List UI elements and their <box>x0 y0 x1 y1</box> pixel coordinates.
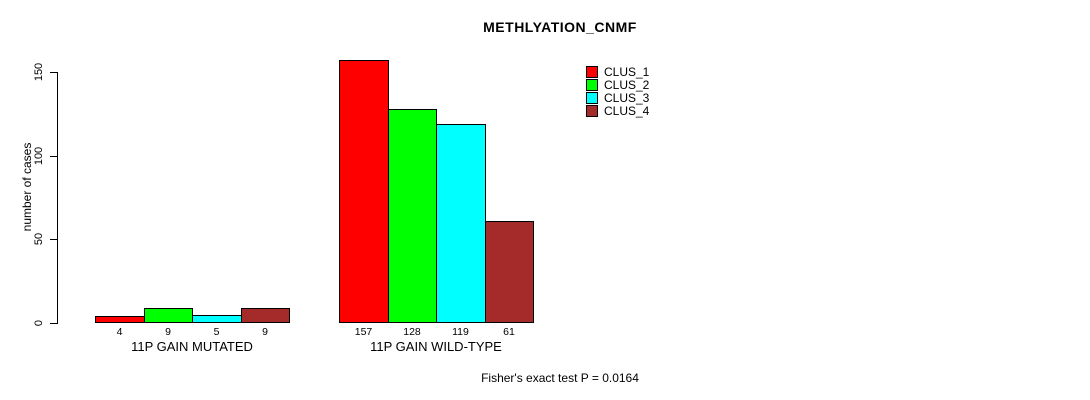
x-category-label: 11P GAIN MUTATED <box>131 339 253 354</box>
bar-clus_4 <box>485 221 534 323</box>
legend-swatch <box>586 78 598 91</box>
bar-value-label: 128 <box>403 326 421 338</box>
y-tick-mark <box>50 322 57 324</box>
x-category-label: 11P GAIN WILD-TYPE <box>370 339 502 354</box>
legend-entry: CLUS_3 <box>586 90 650 105</box>
bar-value-label: 9 <box>262 326 268 338</box>
y-tick-mark <box>50 155 57 157</box>
y-axis-line <box>57 72 58 324</box>
bar-value-label: 4 <box>116 326 123 338</box>
y-tick-label: 100 <box>33 146 45 166</box>
bar-value-label: 9 <box>165 326 171 338</box>
y-tick-mark <box>50 238 57 240</box>
legend-label: CLUS_2 <box>604 77 650 92</box>
fisher-test-annotation: Fisher's exact test P = 0.0164 <box>481 371 639 385</box>
bar-clus_1 <box>95 316 145 323</box>
legend-label: CLUS_4 <box>604 103 650 118</box>
bar-clus_4 <box>241 308 290 323</box>
legend-swatch <box>586 104 598 117</box>
bar-value-label: 5 <box>213 326 220 338</box>
chart-title: METHLYATION_CNMF <box>483 19 637 35</box>
legend-swatch <box>586 91 598 104</box>
bar-clus_2 <box>144 308 193 323</box>
bar-value-label: 61 <box>503 326 515 338</box>
legend-label: CLUS_3 <box>604 90 650 105</box>
legend-entry: CLUS_2 <box>586 77 650 92</box>
y-axis-label: number of cases <box>20 142 34 232</box>
legend-swatch <box>586 65 598 78</box>
bar-value-label: 119 <box>452 326 469 338</box>
bar-clus_1 <box>339 60 389 323</box>
legend-entry: CLUS_1 <box>586 64 650 79</box>
legend: CLUS_1 CLUS_2 CLUS_3 CLUS_4 <box>586 64 650 118</box>
y-tick-label: 150 <box>33 62 45 82</box>
y-tick-label: 50 <box>33 232 45 246</box>
bar-clus_3 <box>436 124 486 323</box>
y-tick-mark <box>50 71 57 73</box>
bar-clus_2 <box>388 109 437 323</box>
bar-clus_3 <box>192 315 242 323</box>
legend-entry: CLUS_4 <box>586 103 650 118</box>
y-tick-label: 0 <box>33 319 45 327</box>
legend-label: CLUS_1 <box>604 64 650 79</box>
bar-value-label: 157 <box>354 326 373 338</box>
